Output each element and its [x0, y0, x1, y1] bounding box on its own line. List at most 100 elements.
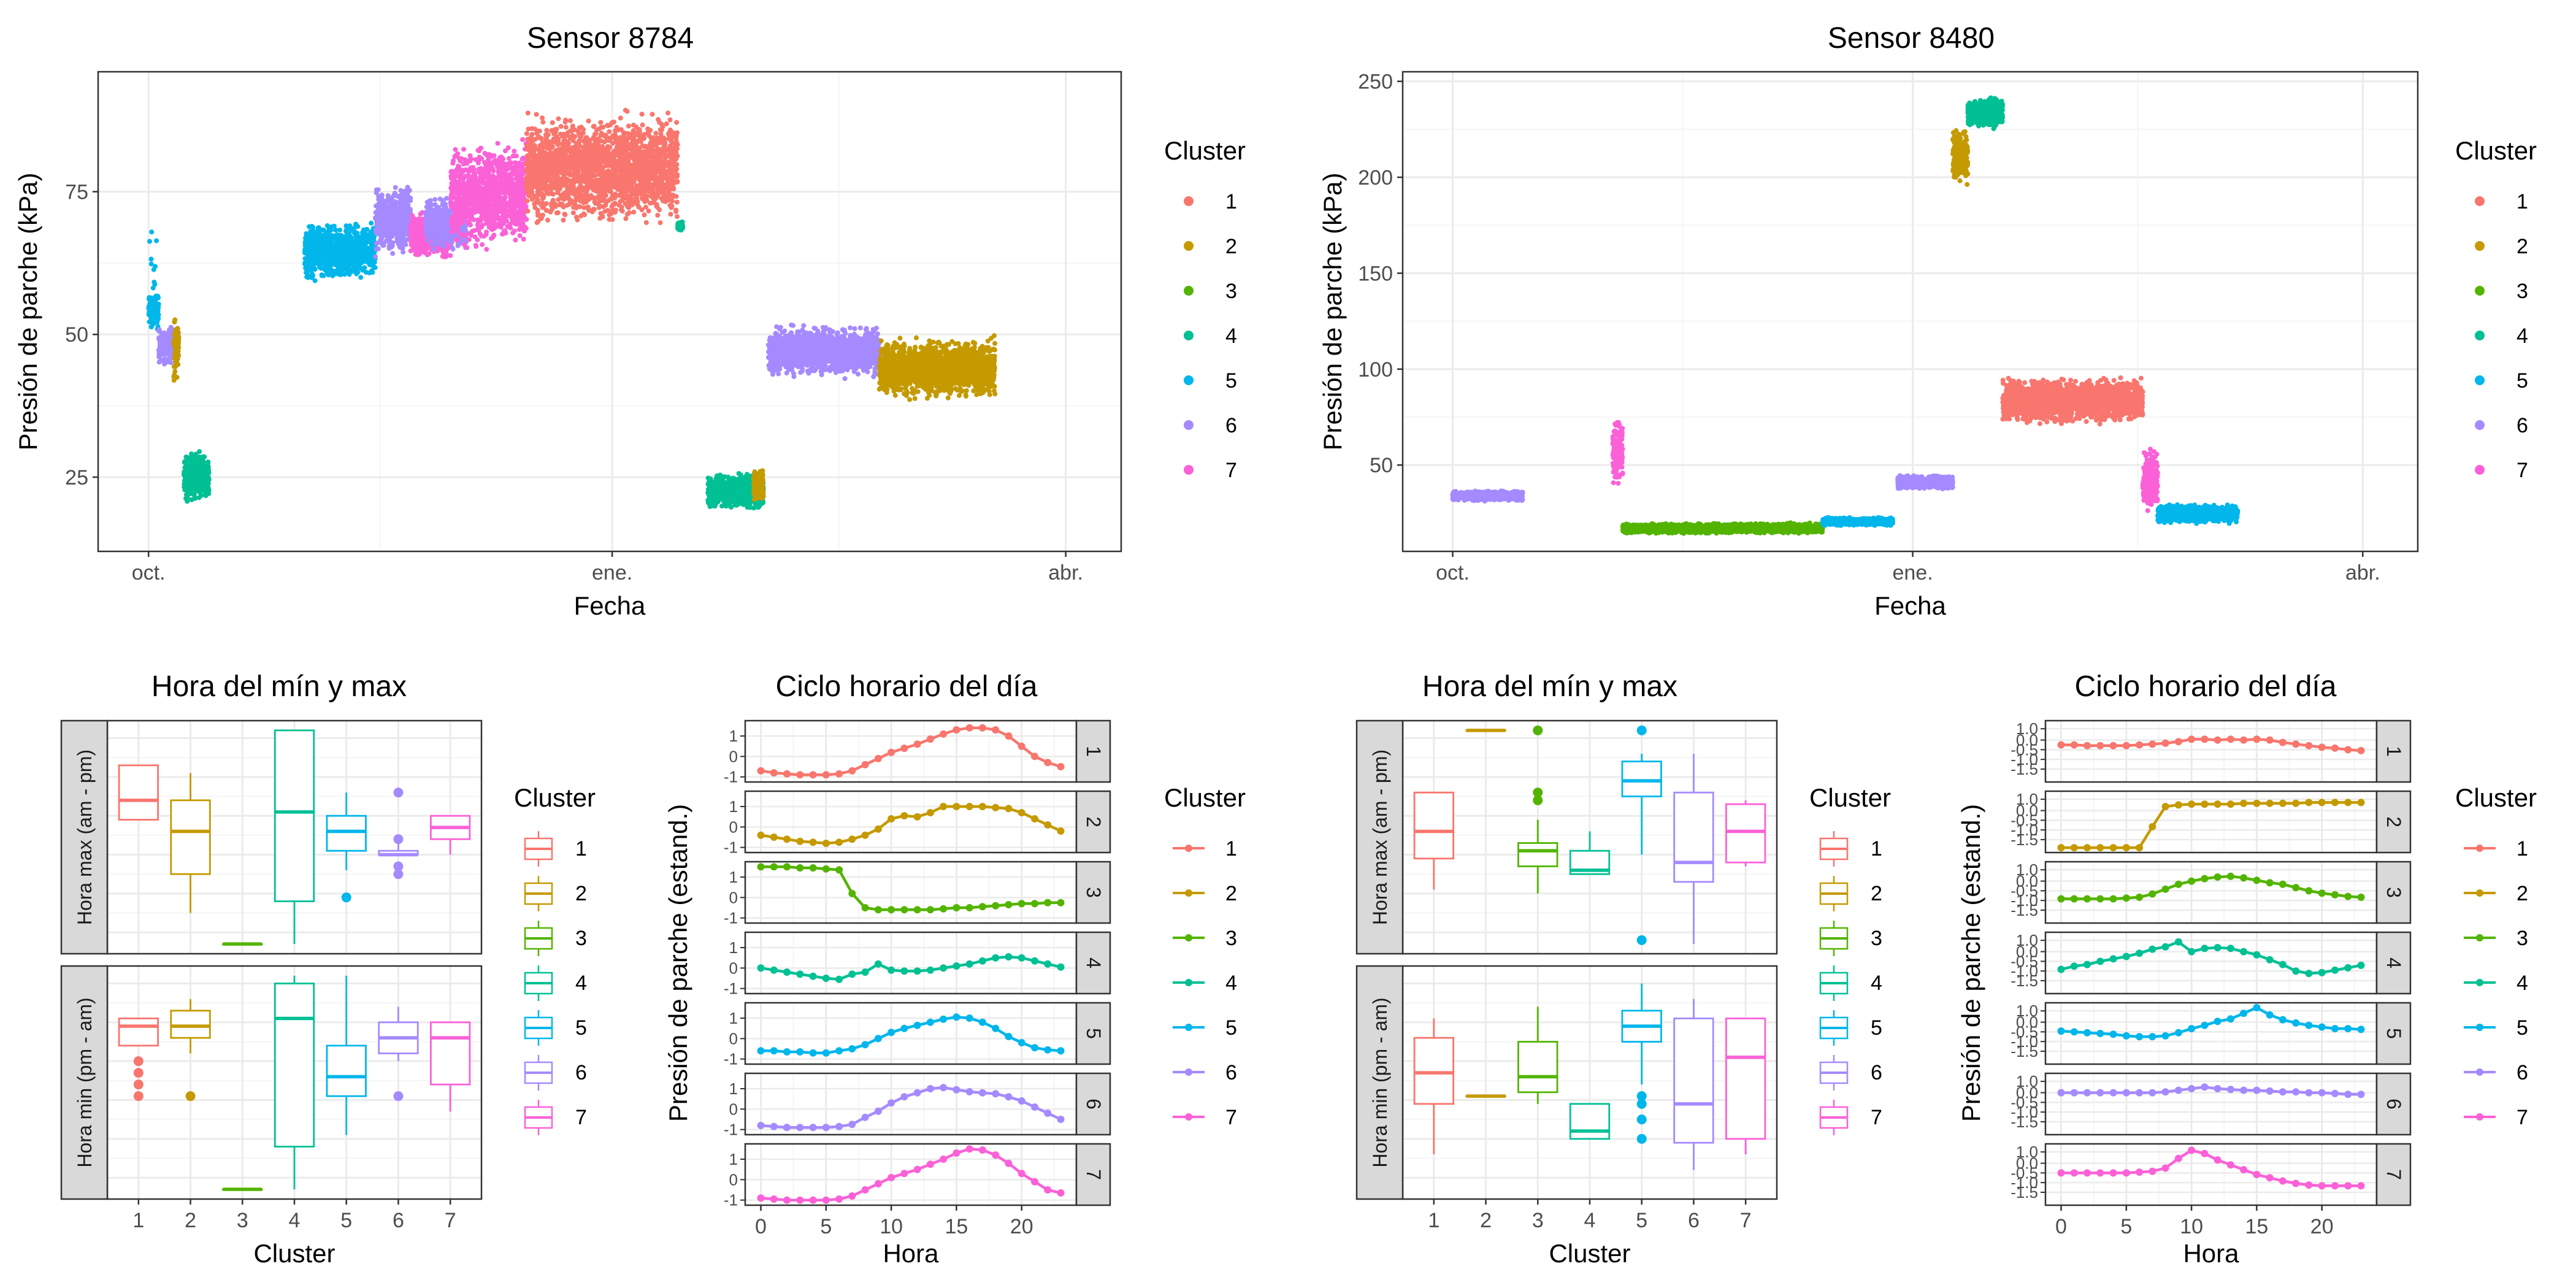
data-point: [323, 257, 328, 262]
data-point: [176, 346, 181, 351]
data-point: [157, 348, 162, 353]
data-point: [330, 250, 335, 255]
data-point: [202, 470, 207, 475]
data-point: [187, 488, 192, 493]
data-point: [332, 262, 337, 267]
data-point: [305, 244, 310, 249]
data-point: [310, 239, 315, 243]
data-point: [172, 318, 177, 323]
data-point: [337, 234, 342, 239]
data-point: [337, 228, 342, 232]
figure: 255075oct. ene. abr.Sensor 8784FechaPresió…: [0, 0, 2576, 1288]
data-point: [369, 229, 374, 234]
data-point: [347, 268, 351, 273]
y-tick-label: 25: [65, 466, 88, 489]
data-point: [367, 263, 372, 267]
data-point: [172, 378, 177, 383]
data-point: [306, 256, 311, 261]
data-point: [196, 470, 201, 475]
data-point: [345, 248, 350, 253]
data-point: [361, 256, 366, 261]
data-point: [317, 260, 322, 265]
data-point: [154, 239, 159, 243]
data-point: [343, 238, 348, 243]
plot-panel: [98, 72, 1121, 551]
data-point: [175, 358, 180, 362]
data-point: [331, 236, 336, 240]
data-point: [328, 257, 333, 262]
chart-ts_8784: 255075oct. ene. abr.Sensor 8784FechaPresió…: [13, 22, 1121, 620]
data-point: [347, 256, 351, 261]
data-point: [164, 350, 169, 355]
data-point: [150, 322, 155, 327]
data-point: [394, 239, 399, 243]
data-point: [175, 362, 180, 367]
data-point: [160, 339, 165, 344]
data-point: [312, 251, 316, 256]
data-point: [165, 357, 170, 362]
data-point: [175, 328, 180, 333]
data-point: [159, 358, 164, 362]
data-point: [314, 244, 319, 249]
data-point: [304, 234, 309, 239]
x-tick-label: ene.: [592, 561, 632, 585]
data-point: [364, 270, 369, 275]
data-point: [164, 341, 169, 346]
y-tick-label: 75: [65, 181, 88, 204]
data-point: [193, 452, 198, 457]
data-point: [370, 236, 375, 240]
data-point: [353, 221, 358, 226]
data-point: [206, 491, 211, 496]
data-point: [360, 240, 365, 245]
data-point: [149, 261, 154, 266]
data-point: [313, 278, 318, 283]
data-point: [361, 228, 366, 232]
data-point: [151, 280, 156, 285]
data-point: [195, 479, 200, 484]
data-point: [167, 328, 172, 332]
data-point: [186, 455, 191, 460]
data-point: [369, 221, 374, 226]
data-point: [158, 329, 163, 334]
data-point: [162, 331, 167, 335]
data-point: [369, 268, 374, 273]
data-point: [190, 497, 194, 502]
data-point: [350, 247, 355, 252]
data-point: [182, 465, 187, 470]
data-point: [155, 296, 160, 301]
data-point: [401, 250, 405, 255]
data-point: [330, 242, 335, 247]
data-point: [312, 266, 316, 271]
data-point: [147, 301, 152, 306]
data-point: [149, 256, 154, 261]
data-point: [316, 225, 321, 230]
data-point: [149, 307, 154, 312]
data-point: [316, 240, 321, 245]
data-point: [355, 267, 359, 272]
data-point: [344, 226, 349, 231]
y-tick-label: 50: [65, 323, 88, 347]
data-point: [147, 239, 152, 244]
data-point: [352, 231, 357, 236]
data-point: [149, 317, 154, 322]
data-point: [196, 474, 201, 479]
data-point: [338, 260, 343, 265]
data-point: [347, 237, 352, 242]
data-point: [328, 228, 333, 232]
data-point: [167, 346, 172, 351]
data-point: [358, 275, 363, 280]
data-point: [310, 274, 315, 278]
data-point: [308, 265, 313, 270]
data-point: [318, 232, 323, 237]
data-point: [324, 245, 329, 250]
data-point: [156, 309, 161, 313]
data-point: [356, 248, 361, 253]
data-point: [205, 459, 210, 464]
data-point: [320, 273, 324, 278]
data-point: [340, 268, 345, 273]
data-point: [206, 464, 211, 469]
data-point: [183, 461, 188, 466]
segment-cluster-5: [302, 221, 378, 283]
data-point: [189, 451, 194, 456]
data-point: [172, 372, 177, 377]
